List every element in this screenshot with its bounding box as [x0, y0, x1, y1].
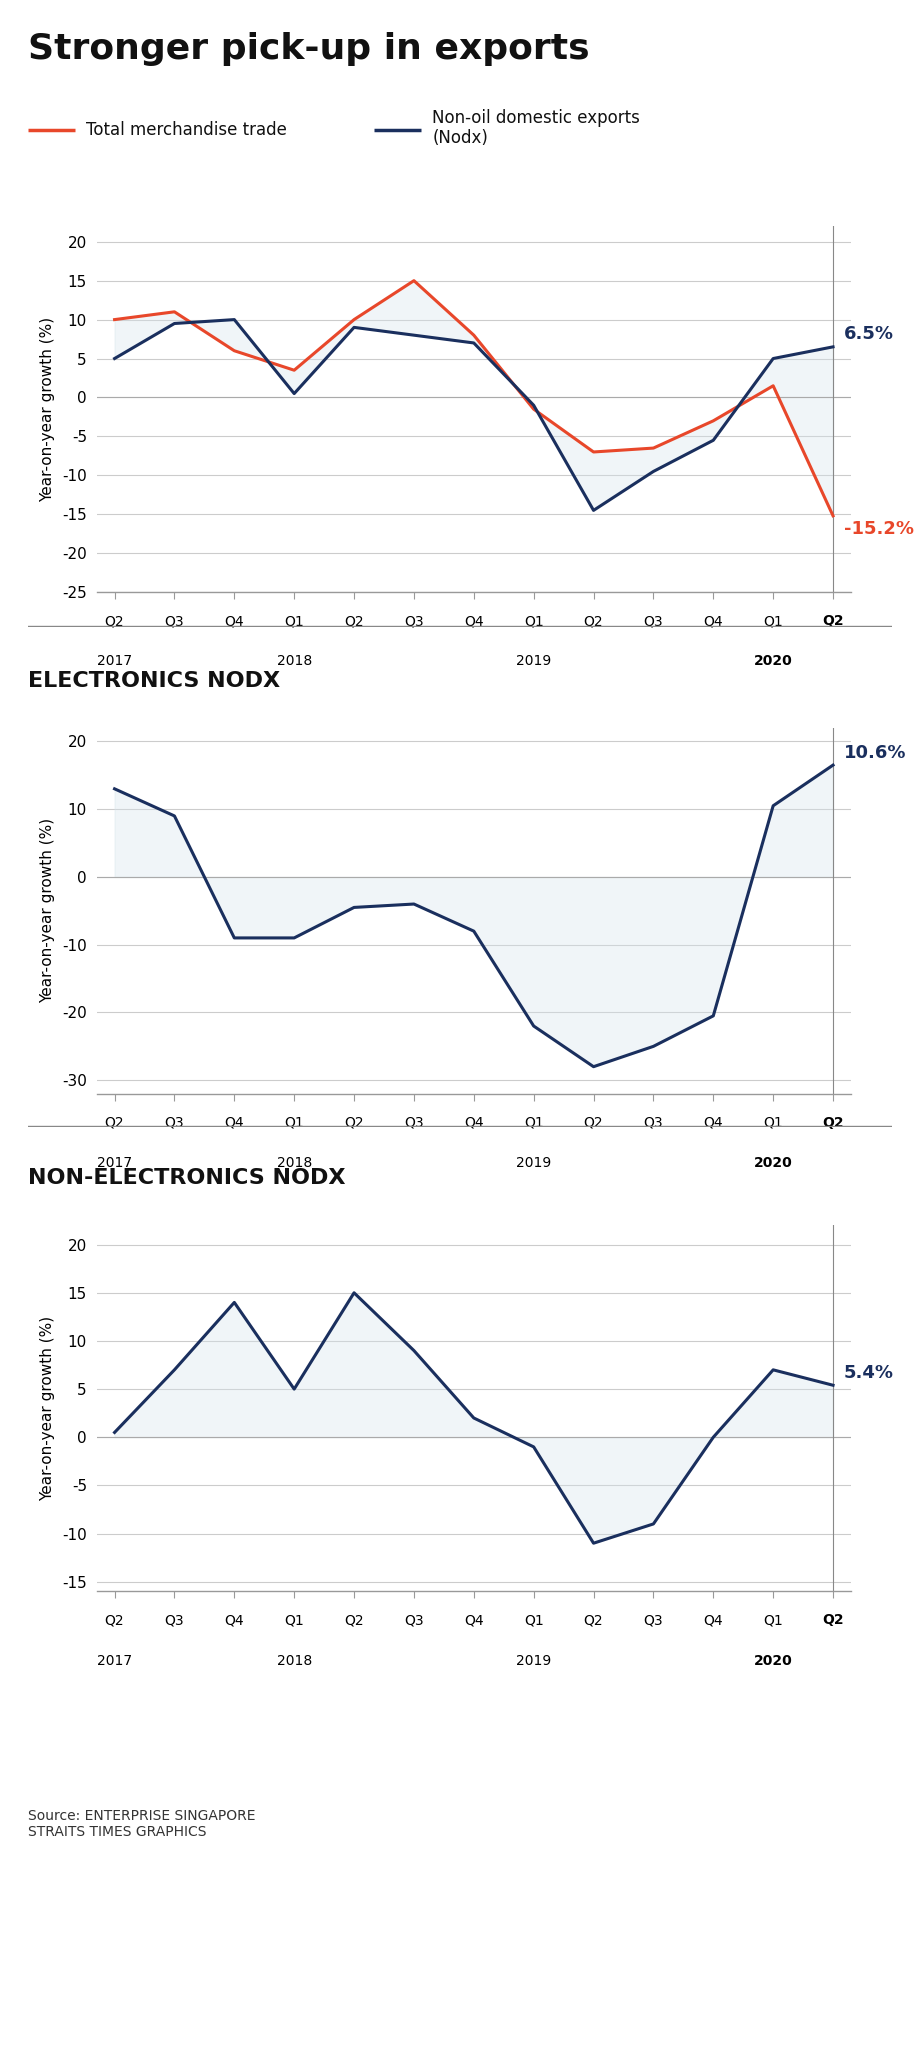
Text: Q3: Q3 — [165, 1614, 184, 1626]
Text: Q4: Q4 — [224, 615, 244, 627]
Text: Total merchandise trade: Total merchandise trade — [86, 121, 287, 140]
Text: Q4: Q4 — [463, 615, 483, 627]
Text: Q2: Q2 — [344, 1614, 364, 1626]
Y-axis label: Year-on-year growth (%): Year-on-year growth (%) — [40, 1316, 55, 1501]
Text: Q2: Q2 — [822, 615, 843, 627]
Text: Q2: Q2 — [344, 1116, 364, 1129]
Text: Q2: Q2 — [105, 615, 124, 627]
Text: 2017: 2017 — [96, 654, 132, 668]
Text: Q4: Q4 — [224, 1614, 244, 1626]
Text: Q3: Q3 — [403, 615, 424, 627]
Text: Q4: Q4 — [224, 1116, 244, 1129]
Text: Q3: Q3 — [403, 1614, 424, 1626]
Text: Q1: Q1 — [523, 615, 543, 627]
Text: Q2: Q2 — [583, 1614, 603, 1626]
Text: Q3: Q3 — [165, 1116, 184, 1129]
Text: Q1: Q1 — [763, 1116, 782, 1129]
Text: 2020: 2020 — [753, 1155, 791, 1170]
Text: Q2: Q2 — [822, 1614, 843, 1626]
Text: Non-oil domestic exports
(Nodx): Non-oil domestic exports (Nodx) — [432, 109, 640, 148]
Text: Q1: Q1 — [284, 1614, 303, 1626]
Y-axis label: Year-on-year growth (%): Year-on-year growth (%) — [40, 317, 55, 502]
Text: Q1: Q1 — [763, 1614, 782, 1626]
Text: 6.5%: 6.5% — [843, 325, 893, 343]
Text: Q4: Q4 — [703, 1116, 722, 1129]
Text: 2018: 2018 — [277, 1653, 312, 1667]
Y-axis label: Year-on-year growth (%): Year-on-year growth (%) — [40, 818, 55, 1003]
Text: ELECTRONICS NODX: ELECTRONICS NODX — [28, 670, 279, 691]
Text: Q1: Q1 — [763, 615, 782, 627]
Text: Q1: Q1 — [284, 1116, 303, 1129]
Text: Stronger pick-up in exports: Stronger pick-up in exports — [28, 33, 588, 66]
Text: 2020: 2020 — [753, 1653, 791, 1667]
Text: 2020: 2020 — [753, 654, 791, 668]
Text: Q3: Q3 — [643, 615, 663, 627]
Text: Q2: Q2 — [105, 1614, 124, 1626]
Text: 2019: 2019 — [516, 1653, 550, 1667]
Text: Q2: Q2 — [822, 1116, 843, 1129]
Text: 2018: 2018 — [277, 654, 312, 668]
Text: 2019: 2019 — [516, 654, 550, 668]
Text: Q2: Q2 — [583, 1116, 603, 1129]
Text: Q3: Q3 — [165, 615, 184, 627]
Text: Q4: Q4 — [703, 615, 722, 627]
Text: Q4: Q4 — [463, 1614, 483, 1626]
Text: Q2: Q2 — [583, 615, 603, 627]
Text: Q4: Q4 — [703, 1614, 722, 1626]
Text: 2018: 2018 — [277, 1155, 312, 1170]
Text: 2017: 2017 — [96, 1155, 132, 1170]
Text: 10.6%: 10.6% — [843, 744, 905, 761]
Text: Q3: Q3 — [403, 1116, 424, 1129]
Text: Q2: Q2 — [105, 1116, 124, 1129]
Text: Q3: Q3 — [643, 1614, 663, 1626]
Text: Q2: Q2 — [344, 615, 364, 627]
Text: Q4: Q4 — [463, 1116, 483, 1129]
Text: -15.2%: -15.2% — [843, 520, 913, 539]
Text: 2017: 2017 — [96, 1653, 132, 1667]
Text: NON-ELECTRONICS NODX: NON-ELECTRONICS NODX — [28, 1168, 345, 1188]
Text: Q1: Q1 — [284, 615, 303, 627]
Text: 5.4%: 5.4% — [843, 1365, 893, 1382]
Text: Q1: Q1 — [523, 1116, 543, 1129]
Text: Source: ENTERPRISE SINGAPORE
STRAITS TIMES GRAPHICS: Source: ENTERPRISE SINGAPORE STRAITS TIM… — [28, 1809, 255, 1840]
Text: Q1: Q1 — [523, 1614, 543, 1626]
Text: Q3: Q3 — [643, 1116, 663, 1129]
Text: 2019: 2019 — [516, 1155, 550, 1170]
